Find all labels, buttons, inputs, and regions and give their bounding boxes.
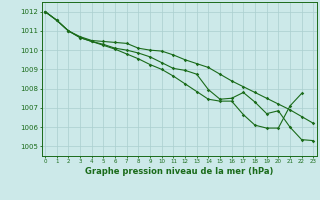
X-axis label: Graphe pression niveau de la mer (hPa): Graphe pression niveau de la mer (hPa) [85, 167, 273, 176]
